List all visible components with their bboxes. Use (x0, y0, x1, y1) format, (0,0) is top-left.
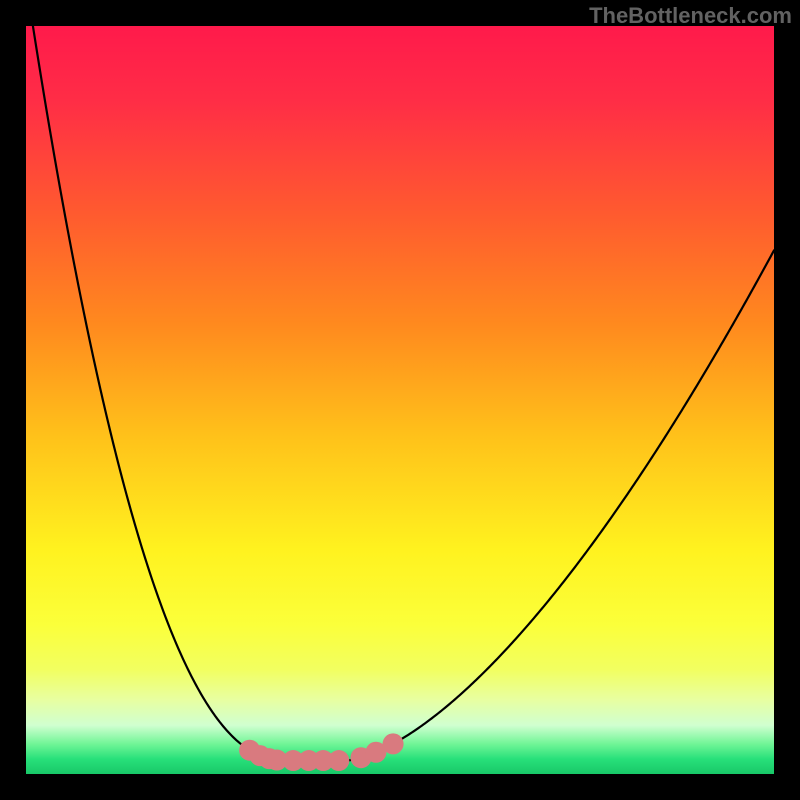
curve-marker (383, 733, 404, 754)
plot-svg (26, 26, 774, 774)
watermark-text: TheBottleneck.com (589, 3, 792, 29)
curve-markers (239, 733, 403, 771)
bottleneck-curve (26, 26, 774, 761)
curve-marker (328, 750, 349, 771)
plot-area (26, 26, 774, 774)
